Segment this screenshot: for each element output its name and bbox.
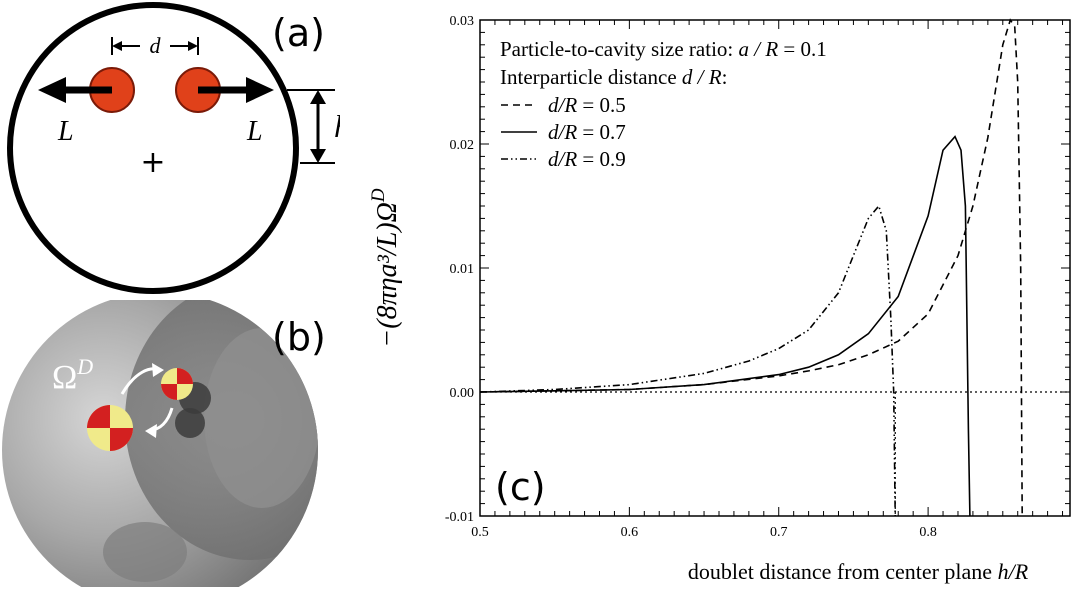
d-arrowhead-left [112,41,122,51]
chart-text: doublet distance from center plane h/R −… [368,37,1029,584]
h-arrowhead-bottom [310,149,326,163]
force-arrowhead-right [246,77,274,103]
rotation-arrowhead-top [152,363,164,377]
panel-b-render: ΩD (b) [0,292,340,592]
panel-a-svg: d L L + h (a) [7,2,350,294]
particle-big [87,405,133,451]
L-left-label: L [57,116,74,147]
y-tick-label: 0.01 [450,262,475,277]
particle-small [161,368,193,400]
legend-label-dr09: d/R = 0.9 [548,147,626,171]
legend-label-dr05: d/R = 0.5 [548,93,626,117]
chart-svg: 0.5 0.6 0.7 0.8 -0.01 0.00 0.01 0.02 0.03 double… [368,14,1071,584]
chart-axes: 0.5 0.6 0.7 0.8 -0.01 0.00 0.01 0.02 0.03 [445,14,1071,540]
panel-a-label: (a) [272,11,325,55]
panel-a-schematic: d L L + h (a) [0,0,350,300]
annotation-interparticle: Interparticle distance d / R: [500,65,727,89]
panel-b-svg: ΩD (b) [2,292,326,592]
panel-c-chart: 0.5 0.6 0.7 0.8 -0.01 0.00 0.01 0.02 0.03 double… [350,0,1073,587]
cavity-highlight-region [204,328,318,508]
series-line-1 [479,135,971,517]
force-arrowhead-left [38,77,66,103]
center-plus-marker: + [140,145,165,180]
series-line-2 [479,204,896,517]
y-tick-label: 0.02 [450,138,475,153]
h-arrowhead-top [310,90,326,104]
annotation-size-ratio: Particle-to-cavity size ratio: a / R = 0… [500,37,827,61]
x-tick-label: 0.5 [471,525,489,540]
x-axis-label: doublet distance from center plane h/R [688,559,1029,584]
y-tick-label: -0.01 [445,510,474,525]
y-tick-label: 0.03 [450,14,475,29]
h-label: h [334,108,340,144]
y-axis-label: −(8πηa³/L)ΩD [368,188,403,347]
omega-symbol: ΩD [52,354,93,396]
x-tick-label: 0.6 [621,525,639,540]
chart-series [479,18,1070,517]
legend: d/R = 0.5 d/R = 0.7 d/R = 0.9 [501,93,626,171]
L-right-label: L [246,116,263,147]
panel-c-label: (c) [495,465,546,509]
panel-b-label: (b) [272,315,326,359]
cavity-circle [7,2,299,294]
particle-shadow-2 [175,408,205,438]
y-tick-label: 0.00 [450,386,475,401]
d-label: d [150,33,162,58]
legend-label-dr07: d/R = 0.7 [548,120,626,144]
x-tick-label: 0.7 [770,525,788,540]
rotation-arrowhead-bottom [145,424,157,438]
d-arrowhead-right [188,41,198,51]
bottom-shadow [103,522,187,582]
x-tick-label: 0.8 [919,525,937,540]
